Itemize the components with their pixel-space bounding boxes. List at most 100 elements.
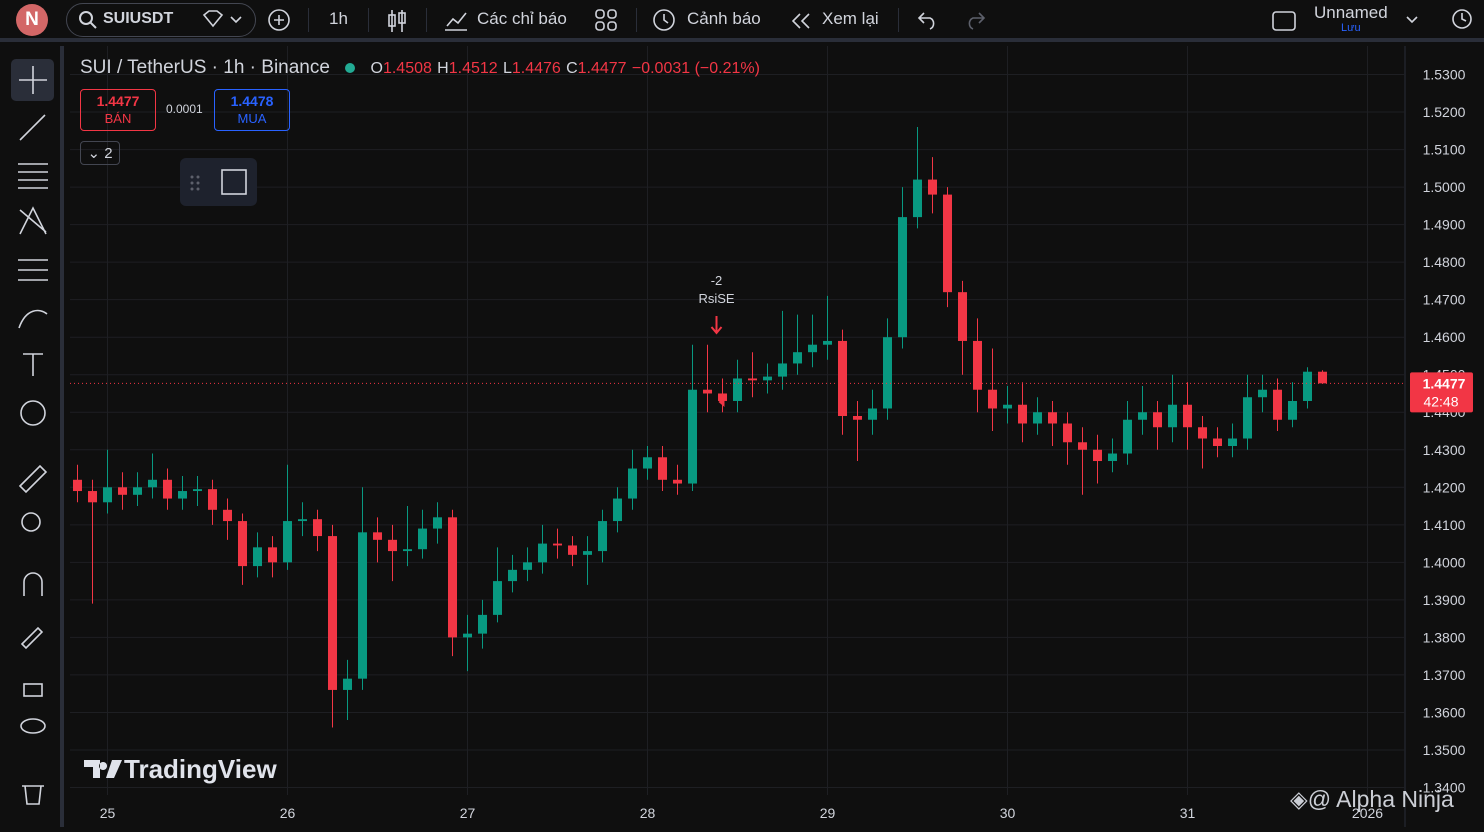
- layout-icon[interactable]: [1271, 9, 1297, 33]
- candle-body: [1003, 404, 1012, 409]
- x-tick-label: 29: [820, 805, 836, 821]
- y-tick-label: 1.4300: [1423, 442, 1466, 458]
- indicator-collapse[interactable]: ⌄ 2: [80, 141, 120, 165]
- delete-tool[interactable]: [22, 785, 44, 805]
- trend-line-tool[interactable]: [19, 114, 46, 141]
- open-value: 1.4508: [382, 60, 432, 77]
- signal-label: RsiSE: [698, 291, 734, 306]
- stay-drawing-tool[interactable]: [20, 626, 44, 650]
- candle-body: [268, 547, 277, 563]
- top-toolbar: N SUIUSDT 1h Các chỉ báo Cảnh báo Xem lạ…: [0, 0, 1484, 42]
- fib-tool[interactable]: [18, 163, 48, 189]
- last-price-box: [1410, 372, 1473, 413]
- candle-body: [118, 487, 127, 495]
- pattern-tool[interactable]: [19, 206, 47, 235]
- candle-body: [1138, 412, 1147, 420]
- candle-body: [238, 521, 247, 567]
- candle-body: [748, 378, 757, 381]
- magnet-tool[interactable]: [23, 572, 43, 596]
- candle-body: [808, 344, 817, 353]
- indicators[interactable]: Các chỉ báo: [477, 9, 567, 28]
- candle-body: [403, 549, 412, 552]
- candle-body: [643, 457, 652, 469]
- alert-icon: [653, 9, 675, 31]
- candle-body: [628, 468, 637, 499]
- separator: [426, 8, 427, 32]
- brand-icon: [84, 760, 122, 778]
- floating-toolbar-icons: [190, 169, 247, 195]
- x-tick-label: 31: [1180, 805, 1196, 821]
- candle-body: [1183, 404, 1192, 428]
- sell-price: 1.4477: [96, 93, 140, 109]
- symbol-search[interactable]: SUIUSDT: [66, 3, 256, 37]
- ohlc-label: L: [502, 60, 512, 77]
- candle-body: [853, 415, 862, 420]
- y-tick-label: 1.5000: [1423, 179, 1466, 195]
- separator: [368, 8, 369, 32]
- candle-body: [1228, 438, 1237, 447]
- candle-body: [688, 389, 697, 484]
- candle-body: [1243, 397, 1252, 439]
- candle-body: [103, 487, 112, 503]
- buy-button[interactable]: 1.4478 MUA: [214, 89, 290, 131]
- sell-button[interactable]: 1.4477 BÁN: [80, 89, 156, 131]
- candle-body: [1093, 449, 1102, 462]
- candle-body: [943, 194, 952, 293]
- undo-icon[interactable]: [916, 9, 940, 31]
- candle-body: [388, 539, 397, 552]
- ohlc-label: C: [566, 60, 578, 77]
- templates-icon[interactable]: [594, 8, 618, 32]
- search-icon: [79, 11, 97, 29]
- candle-body: [658, 457, 667, 480]
- layout-name[interactable]: Unnamed: [1314, 3, 1388, 22]
- hide-tool[interactable]: [20, 718, 46, 734]
- alerts[interactable]: Cảnh báo: [687, 9, 761, 28]
- candle-body: [1258, 389, 1267, 398]
- candle-body: [1108, 453, 1117, 462]
- candle-body: [973, 340, 982, 390]
- watermark: ◈@ Alpha Ninja: [1290, 786, 1454, 812]
- compare-icon: [202, 10, 242, 28]
- y-tick-label: 1.5300: [1423, 67, 1466, 83]
- candle-body: [1168, 404, 1177, 428]
- y-tick-label: 1.3700: [1423, 667, 1466, 683]
- redo-icon[interactable]: [963, 9, 987, 31]
- avatar[interactable]: N: [16, 4, 48, 36]
- candle-body: [1078, 442, 1087, 450]
- measure-tool[interactable]: [18, 464, 48, 494]
- candle-body: [718, 393, 727, 401]
- signal-value: -2: [711, 273, 723, 288]
- y-tick-label: 1.3600: [1423, 704, 1466, 720]
- layout-menu-icon[interactable]: [1404, 12, 1420, 28]
- y-tick-label: 1.4800: [1423, 254, 1466, 270]
- candle-body: [703, 389, 712, 394]
- y-tick-label: 1.5200: [1423, 104, 1466, 120]
- text-tool[interactable]: [23, 353, 43, 376]
- candle-body: [1198, 427, 1207, 439]
- add-icon[interactable]: [266, 8, 292, 34]
- brand-logo: TradingView: [84, 754, 277, 785]
- zoom-tool[interactable]: [21, 512, 41, 532]
- save-status[interactable]: Lưu: [1341, 22, 1361, 34]
- candle-body: [823, 340, 832, 345]
- replay[interactable]: Xem lại: [822, 9, 879, 28]
- emoji-tool[interactable]: [20, 400, 46, 426]
- candle-body: [538, 543, 547, 563]
- prediction-tool[interactable]: [18, 259, 48, 281]
- brush-tool[interactable]: [18, 309, 48, 329]
- candle-body: [913, 179, 922, 218]
- interval[interactable]: 1h: [329, 9, 348, 28]
- low-value: 1.4476: [511, 60, 561, 77]
- candle-type-icon[interactable]: [386, 8, 408, 34]
- candle-body: [1213, 438, 1222, 447]
- y-tick-label: 1.3900: [1423, 592, 1466, 608]
- x-tick-label: 28: [640, 805, 656, 821]
- candle-body: [373, 532, 382, 540]
- collapse-count: 2: [104, 145, 113, 162]
- candle-body: [1033, 412, 1042, 424]
- crosshair-tool[interactable]: [19, 66, 47, 94]
- y-tick-label: 1.3400: [1423, 779, 1466, 795]
- quick-search-icon[interactable]: [1450, 7, 1478, 35]
- signal-flag: [718, 397, 725, 407]
- lock-tool[interactable]: [23, 683, 43, 697]
